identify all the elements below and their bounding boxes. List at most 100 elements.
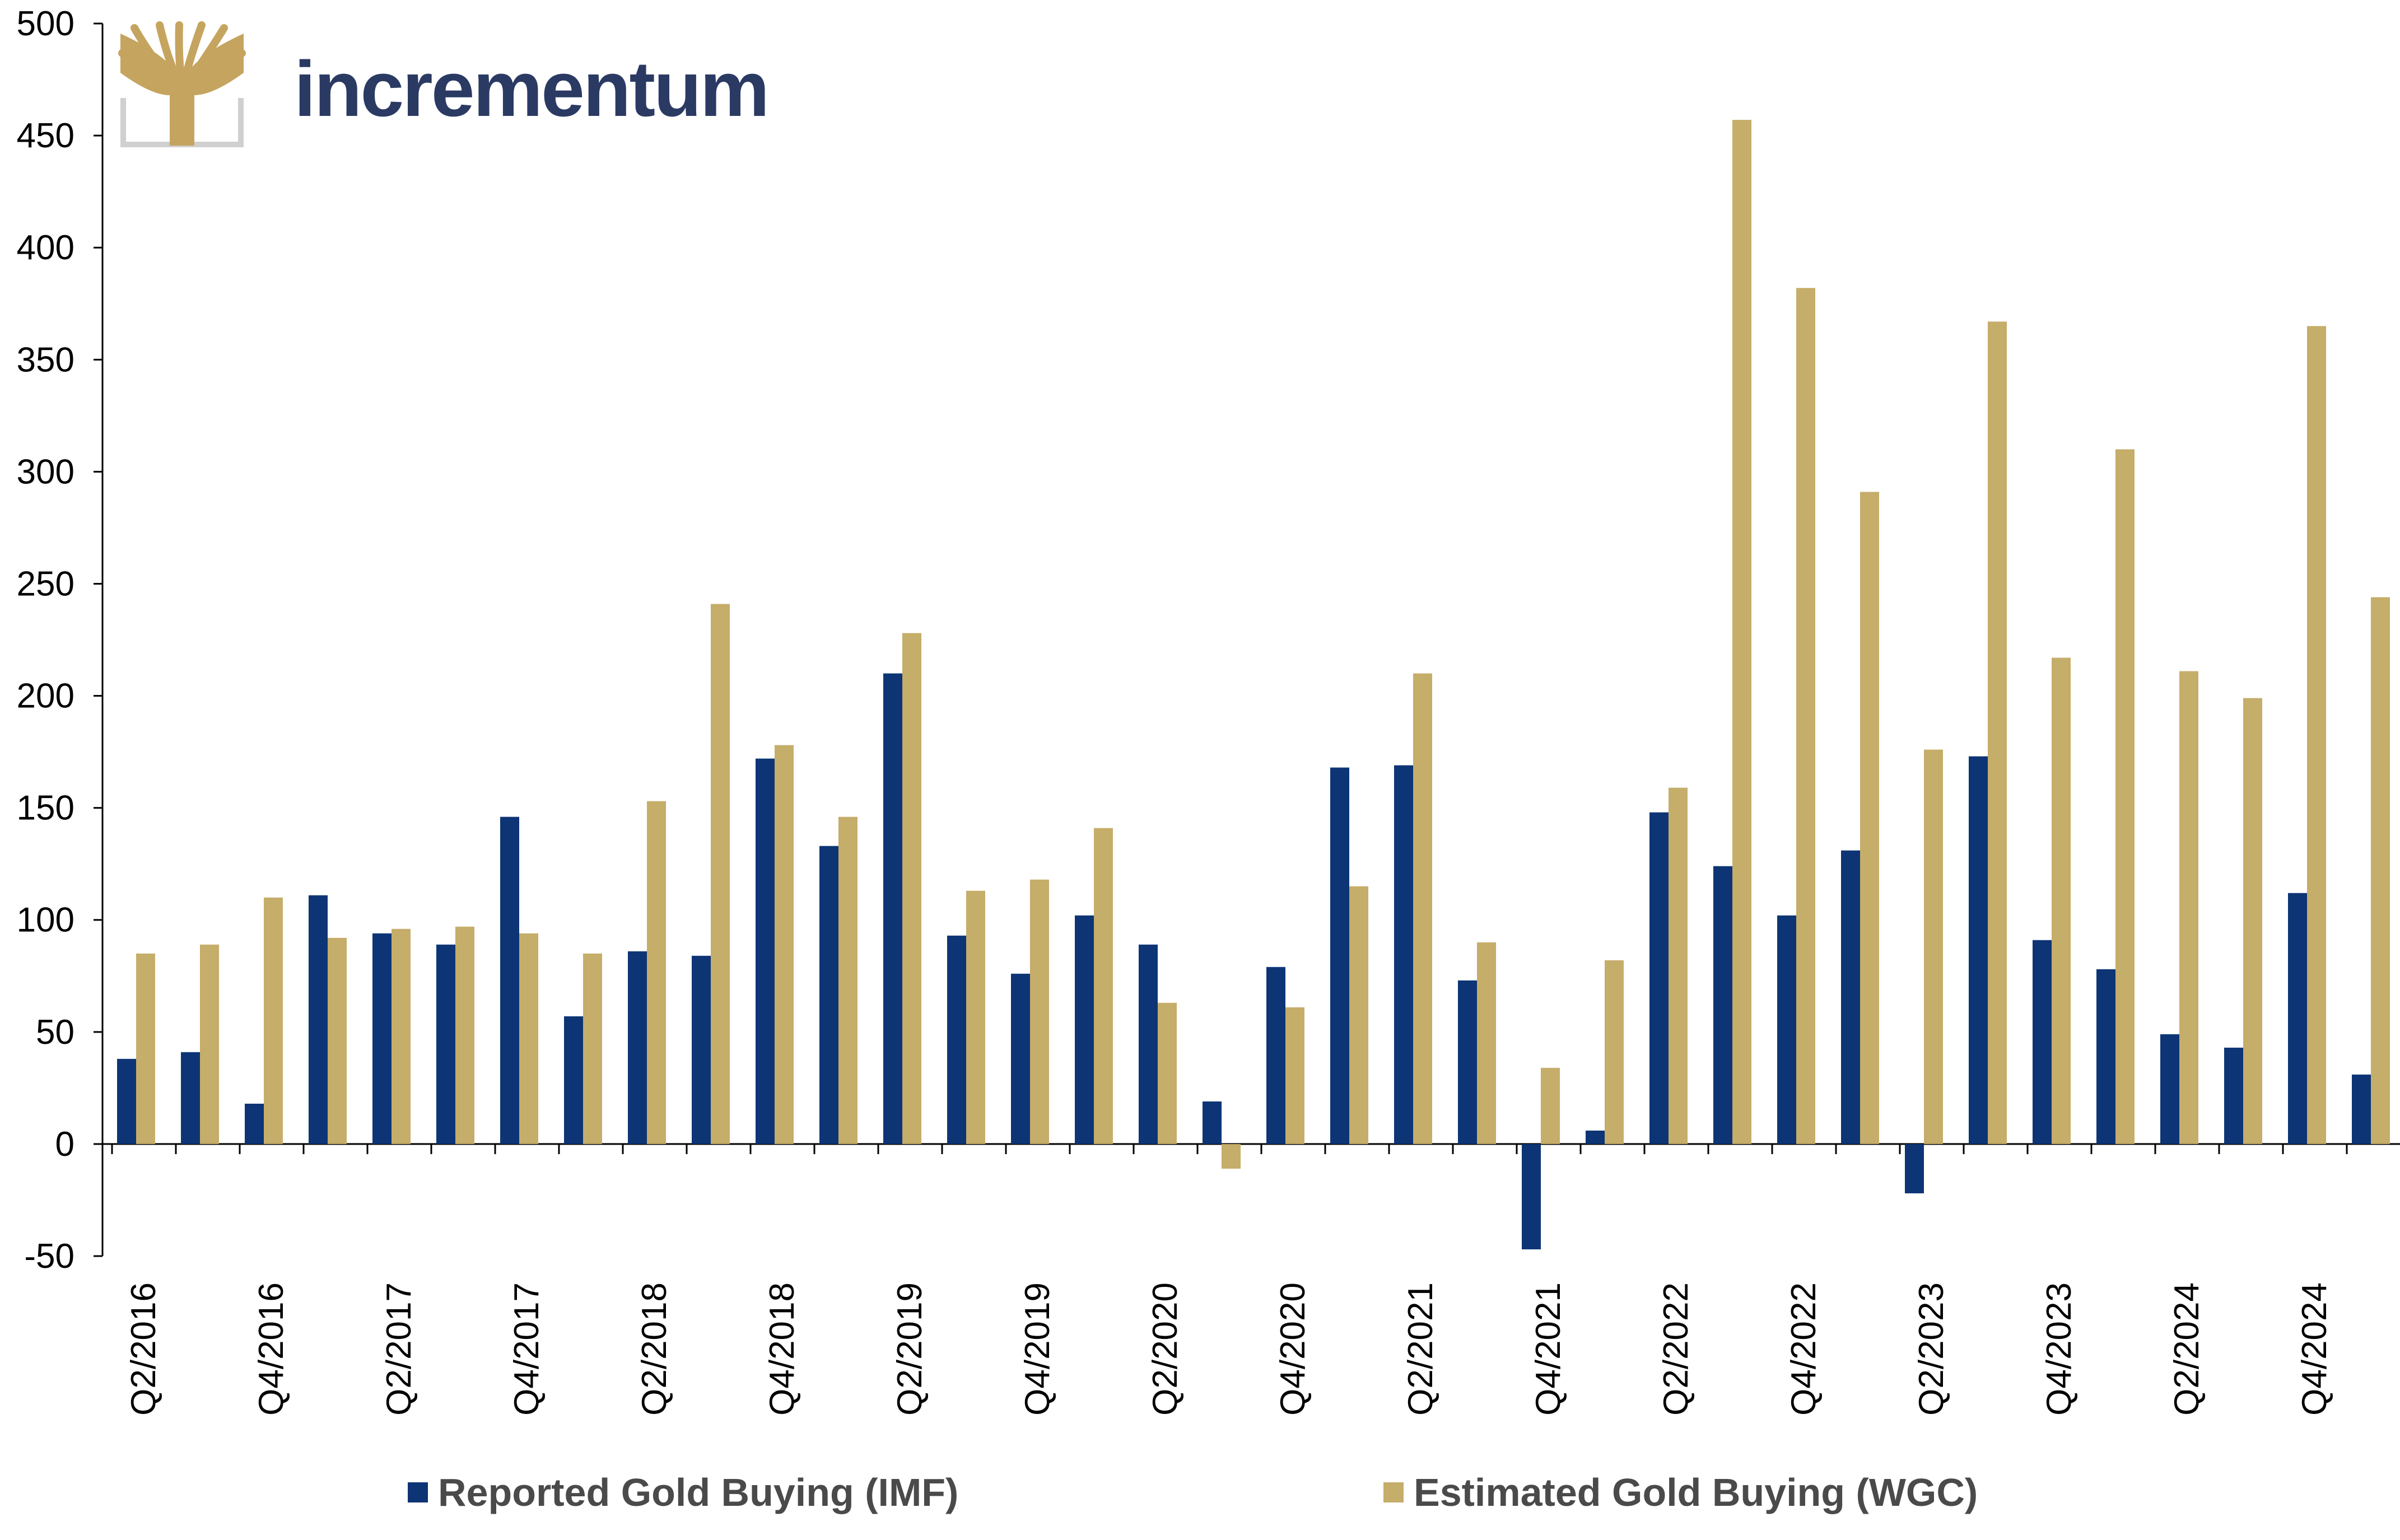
x-tick-label: Q4/2016 xyxy=(252,1282,291,1416)
x-tick-label: Q4/2024 xyxy=(2295,1282,2334,1416)
x-tick-label: Q4/2021 xyxy=(1529,1282,1568,1416)
x-tick-label: Q4/2017 xyxy=(507,1282,546,1416)
imf-bar xyxy=(1969,756,1988,1144)
wgc-bar xyxy=(1477,942,1496,1144)
imf-bar xyxy=(309,895,328,1144)
wgc-bar xyxy=(1222,1144,1241,1169)
y-tick-label: 400 xyxy=(17,228,74,267)
imf-bar xyxy=(1522,1144,1541,1249)
imf-bar xyxy=(1458,980,1477,1144)
imf-bar xyxy=(500,816,519,1144)
y-tick-label: 100 xyxy=(17,901,74,940)
imf-bar xyxy=(819,846,838,1144)
wgc-bar xyxy=(519,933,538,1144)
imf-bar xyxy=(1586,1130,1605,1144)
imf-bar xyxy=(2160,1034,2179,1144)
x-tick-label: Q2/2024 xyxy=(2168,1282,2206,1416)
imf-bar xyxy=(1330,767,1349,1144)
wgc-bar xyxy=(1349,886,1368,1144)
y-tick-label: 450 xyxy=(17,116,74,155)
wgc-bar xyxy=(2243,698,2262,1144)
tree-logo-icon xyxy=(118,21,246,147)
imf-bar xyxy=(2288,893,2307,1144)
wgc-bar xyxy=(1796,288,1815,1144)
imf-bar xyxy=(1394,765,1413,1144)
bars xyxy=(117,120,2390,1249)
wgc-bar xyxy=(1669,787,1688,1144)
imf-bar xyxy=(1777,915,1796,1144)
wgc-bar xyxy=(1094,828,1113,1144)
brand-name: incrementum xyxy=(294,45,770,133)
y-tick-label: 250 xyxy=(17,564,74,603)
imf-bar xyxy=(1841,850,1860,1144)
y-axis: -50 0 50 100 150 200 250 300 350 400 450 500 xyxy=(17,4,104,1276)
x-tick-label: Q2/2017 xyxy=(380,1282,418,1416)
wgc-bar xyxy=(2052,657,2071,1144)
legend-item-imf: Reported Gold Buying (IMF) xyxy=(408,1467,958,1518)
x-tick-label: Q2/2018 xyxy=(635,1282,674,1416)
wgc-bar xyxy=(966,890,985,1144)
wgc-bar xyxy=(1732,120,1751,1144)
x-tick-label: Q4/2020 xyxy=(1274,1282,1312,1416)
imf-bar xyxy=(117,1058,136,1144)
wgc-bar xyxy=(1413,673,1432,1144)
wgc-bar xyxy=(711,604,730,1144)
y-tick-label: 0 xyxy=(55,1125,74,1164)
x-tick-label: Q2/2019 xyxy=(891,1282,929,1416)
wgc-bar xyxy=(1605,960,1624,1144)
y-tick-label: 50 xyxy=(36,1013,74,1052)
wgc-bar xyxy=(328,937,347,1144)
wgc-bar xyxy=(1030,879,1049,1144)
legend-label-imf: Reported Gold Buying (IMF) xyxy=(438,1471,959,1514)
wgc-bar xyxy=(455,926,474,1144)
imf-bar xyxy=(1905,1144,1924,1193)
x-tick-label: Q2/2016 xyxy=(124,1282,163,1416)
imf-bar xyxy=(564,1016,583,1144)
imf-bar xyxy=(2352,1074,2371,1144)
wgc-bar xyxy=(902,633,921,1144)
legend-swatch-imf xyxy=(408,1482,428,1502)
imf-bar xyxy=(756,758,775,1144)
y-tick-label: 350 xyxy=(17,340,74,379)
wgc-bar xyxy=(1988,321,2007,1144)
wgc-bar xyxy=(200,944,219,1144)
wgc-bar xyxy=(392,928,411,1144)
imf-bar xyxy=(692,955,711,1144)
imf-bar xyxy=(181,1052,200,1144)
y-tick-label: 150 xyxy=(17,789,74,828)
wgc-bar xyxy=(1158,1002,1177,1144)
imf-bar xyxy=(1266,967,1285,1144)
imf-bar xyxy=(947,935,966,1144)
x-tick-label: Q2/2022 xyxy=(1657,1282,1695,1416)
wgc-bar xyxy=(838,816,858,1144)
wgc-bar xyxy=(136,953,155,1144)
x-axis: Q2/2016 Q4/2016 Q2/2017 Q4/2017 Q2/2018 Q4/20… xyxy=(102,1143,2400,1416)
imf-bar xyxy=(2224,1047,2243,1144)
x-tick-label: Q2/2023 xyxy=(1912,1282,1951,1416)
imf-bar xyxy=(1203,1101,1222,1144)
imf-bar xyxy=(1075,915,1094,1144)
y-tick-label: -50 xyxy=(24,1237,74,1276)
imf-bar xyxy=(2033,940,2052,1144)
wgc-bar xyxy=(1860,492,1879,1144)
legend-label-wgc: Estimated Gold Buying (WGC) xyxy=(1414,1471,1978,1514)
x-tick-label: Q2/2021 xyxy=(1401,1282,1440,1416)
wgc-bar xyxy=(2307,326,2326,1144)
x-tick-label: Q4/2022 xyxy=(1784,1282,1823,1416)
x-tick-label: Q4/2023 xyxy=(2040,1282,2079,1416)
x-tick-label: Q4/2019 xyxy=(1018,1282,1057,1416)
y-tick-label: 300 xyxy=(17,452,74,491)
wgc-bar xyxy=(1541,1067,1560,1144)
imf-bar xyxy=(883,673,902,1144)
wgc-bar xyxy=(1924,749,1943,1144)
wgc-bar xyxy=(264,897,283,1144)
wgc-bar xyxy=(2179,671,2198,1144)
imf-bar xyxy=(245,1103,264,1144)
imf-bar xyxy=(372,933,392,1144)
legend-swatch-wgc xyxy=(1383,1482,1404,1502)
imf-bar xyxy=(1139,944,1158,1144)
wgc-bar xyxy=(2371,597,2390,1144)
y-tick-label: 200 xyxy=(17,677,74,716)
imf-bar xyxy=(628,951,647,1144)
